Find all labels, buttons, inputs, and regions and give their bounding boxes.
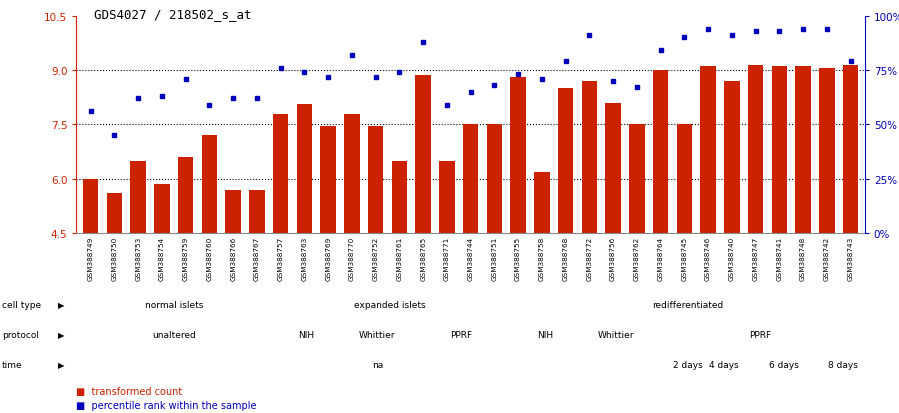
Bar xyxy=(771,67,787,396)
Bar xyxy=(201,136,218,396)
Text: Whittier: Whittier xyxy=(360,330,396,339)
Text: ▶: ▶ xyxy=(58,330,65,339)
Bar xyxy=(558,89,574,396)
Bar xyxy=(748,65,763,396)
Bar xyxy=(178,158,193,396)
Text: ■  percentile rank within the sample: ■ percentile rank within the sample xyxy=(76,400,257,410)
Bar xyxy=(724,82,740,396)
Bar xyxy=(534,172,549,396)
Text: GDS4027 / 218502_s_at: GDS4027 / 218502_s_at xyxy=(94,8,252,21)
Bar xyxy=(320,127,336,396)
Text: PPRF: PPRF xyxy=(450,330,472,339)
Text: 6 days: 6 days xyxy=(769,361,798,369)
Bar xyxy=(368,127,383,396)
Text: Whittier: Whittier xyxy=(598,330,635,339)
Bar xyxy=(819,69,834,396)
Bar xyxy=(297,105,312,396)
Text: cell type: cell type xyxy=(2,300,41,309)
Text: ■  transformed count: ■ transformed count xyxy=(76,387,182,396)
Text: time: time xyxy=(2,361,22,369)
Text: PPRF: PPRF xyxy=(749,330,770,339)
Bar xyxy=(463,125,478,396)
Bar xyxy=(582,82,597,396)
Text: 4 days: 4 days xyxy=(709,361,739,369)
Text: redifferentiated: redifferentiated xyxy=(653,300,724,309)
Bar xyxy=(249,190,264,396)
Text: NIH: NIH xyxy=(537,330,553,339)
Bar xyxy=(629,125,645,396)
Bar xyxy=(439,161,455,396)
Text: ▶: ▶ xyxy=(58,361,65,369)
Text: 8 days: 8 days xyxy=(828,361,859,369)
Bar xyxy=(130,161,146,396)
Bar xyxy=(700,67,716,396)
Bar xyxy=(83,179,98,396)
Bar xyxy=(273,114,289,396)
Bar xyxy=(605,103,621,396)
Bar xyxy=(796,67,811,396)
Text: expanded islets: expanded islets xyxy=(353,300,425,309)
Text: protocol: protocol xyxy=(2,330,39,339)
Text: normal islets: normal islets xyxy=(145,300,203,309)
Text: unaltered: unaltered xyxy=(153,330,196,339)
Text: 2 days: 2 days xyxy=(673,361,703,369)
Bar xyxy=(511,78,526,396)
Text: na: na xyxy=(372,361,383,369)
Bar xyxy=(843,65,859,396)
Bar xyxy=(677,125,692,396)
Text: NIH: NIH xyxy=(298,330,314,339)
Bar xyxy=(155,185,170,396)
Bar xyxy=(392,161,407,396)
Text: ▶: ▶ xyxy=(58,300,65,309)
Bar xyxy=(107,194,122,396)
Bar xyxy=(344,114,360,396)
Bar xyxy=(226,190,241,396)
Bar xyxy=(415,76,431,396)
Bar xyxy=(486,125,503,396)
Bar xyxy=(653,71,668,396)
